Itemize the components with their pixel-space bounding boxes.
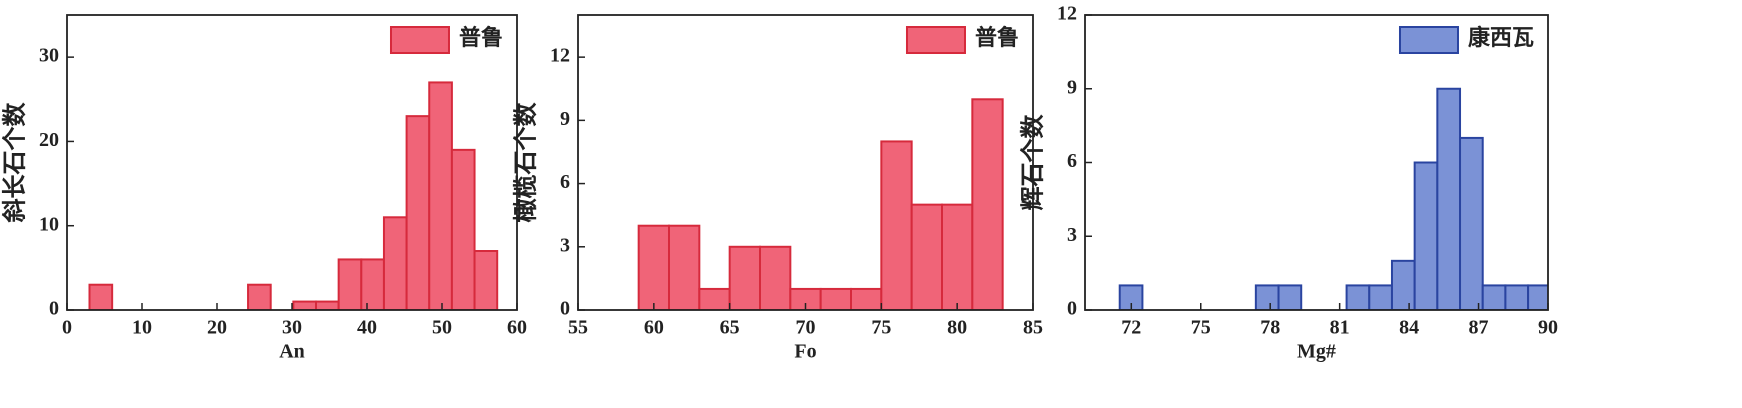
bars <box>637 98 1004 310</box>
bar <box>382 216 408 310</box>
bar <box>1436 87 1462 310</box>
bar <box>292 300 318 310</box>
bar <box>850 287 883 310</box>
x-tick-label: 20 <box>207 317 227 339</box>
x-tick-label: 85 <box>1023 317 1043 339</box>
bar <box>247 283 272 310</box>
y-tick-label: 3 <box>560 234 570 256</box>
x-tick-label: 72 <box>1121 317 1141 339</box>
y-tick-label: 0 <box>49 298 59 320</box>
x-tick-label: 84 <box>1399 317 1419 339</box>
y-tick-label: 9 <box>560 108 570 130</box>
x-tick-label: 90 <box>1538 317 1558 339</box>
bar <box>941 203 974 310</box>
legend-label: 普鲁 <box>975 25 1019 50</box>
x-tick-label: 60 <box>507 317 527 339</box>
bar <box>971 98 1004 310</box>
x-tick-label: 78 <box>1260 317 1280 339</box>
y-tick-label: 3 <box>1067 224 1077 246</box>
legend: 康西瓦 <box>1398 25 1534 54</box>
bar <box>637 224 671 310</box>
x-tick-label: 50 <box>432 317 452 339</box>
y-tick-label: 0 <box>560 298 570 320</box>
bar <box>360 258 385 310</box>
x-tick-label: 87 <box>1469 317 1489 339</box>
bar <box>88 283 114 310</box>
x-tick-label: 80 <box>947 317 967 339</box>
x-tick-label: 75 <box>1191 317 1211 339</box>
bar <box>668 224 701 310</box>
y-axis-label: 橄榄石个数 <box>513 102 540 223</box>
bar <box>315 300 340 310</box>
y-tick-label: 12 <box>550 45 570 67</box>
x-tick-label: 10 <box>132 317 152 339</box>
x-axis-label: An <box>279 341 305 363</box>
y-axis-label: 斜长石个数 <box>2 102 29 224</box>
legend-label: 康西瓦 <box>1468 25 1534 50</box>
y-tick-label: 0 <box>1067 298 1077 320</box>
x-tick-label: 65 <box>720 317 740 339</box>
bar <box>880 140 913 310</box>
bar <box>405 115 431 310</box>
x-tick-label: 60 <box>644 317 664 339</box>
bar <box>819 287 853 310</box>
y-tick-label: 6 <box>1067 150 1077 172</box>
y-tick-label: 10 <box>39 213 59 235</box>
legend: 普鲁 <box>905 25 1019 54</box>
x-tick-label: 30 <box>282 317 302 339</box>
bar <box>450 148 476 310</box>
x-tick-label: 70 <box>796 317 816 339</box>
x-axis-label: Mg# <box>1297 341 1336 363</box>
bar <box>1413 161 1439 310</box>
bar <box>1277 284 1303 310</box>
panel: 55 60 65 70 75 80 85 0 3 6 9 12 Fo 橄榄石个数 普鲁 <box>513 14 1043 363</box>
legend-swatch <box>389 26 450 54</box>
bar <box>698 287 731 310</box>
bar <box>1368 284 1393 310</box>
bar <box>1345 284 1371 310</box>
x-tick-label: 55 <box>568 317 588 339</box>
y-axis-label: 辉石个数 <box>1020 114 1047 211</box>
y-tick-label: 6 <box>560 171 570 193</box>
bar <box>1481 284 1507 310</box>
bar <box>1504 284 1530 310</box>
y-tick-label: 9 <box>1067 76 1077 98</box>
y-tick-label: 20 <box>39 129 59 151</box>
bar <box>337 258 363 310</box>
x-tick-label: 75 <box>871 317 891 339</box>
legend: 普鲁 <box>389 25 503 54</box>
bar <box>473 250 499 310</box>
bar <box>728 245 762 310</box>
x-tick-label: 0 <box>62 317 72 339</box>
legend-swatch <box>1398 26 1459 54</box>
x-tick-label: 81 <box>1330 317 1350 339</box>
bar <box>428 81 453 310</box>
x-tick-label: 40 <box>357 317 377 339</box>
legend-swatch <box>905 26 966 54</box>
bars <box>88 81 499 310</box>
bar <box>910 203 944 310</box>
y-tick-label: 30 <box>39 45 59 67</box>
bar <box>1459 136 1484 310</box>
y-tick-label: 12 <box>1057 3 1077 25</box>
legend-label: 普鲁 <box>459 25 503 50</box>
x-axis-label: Fo <box>794 341 816 363</box>
bar <box>1390 259 1416 310</box>
panel: 72 75 78 81 84 87 90 0 3 6 9 12 Mg# 辉石个数 康西瓦 <box>1020 3 1559 363</box>
bar <box>759 245 792 310</box>
bars <box>1118 87 1548 310</box>
bar <box>1254 284 1280 310</box>
